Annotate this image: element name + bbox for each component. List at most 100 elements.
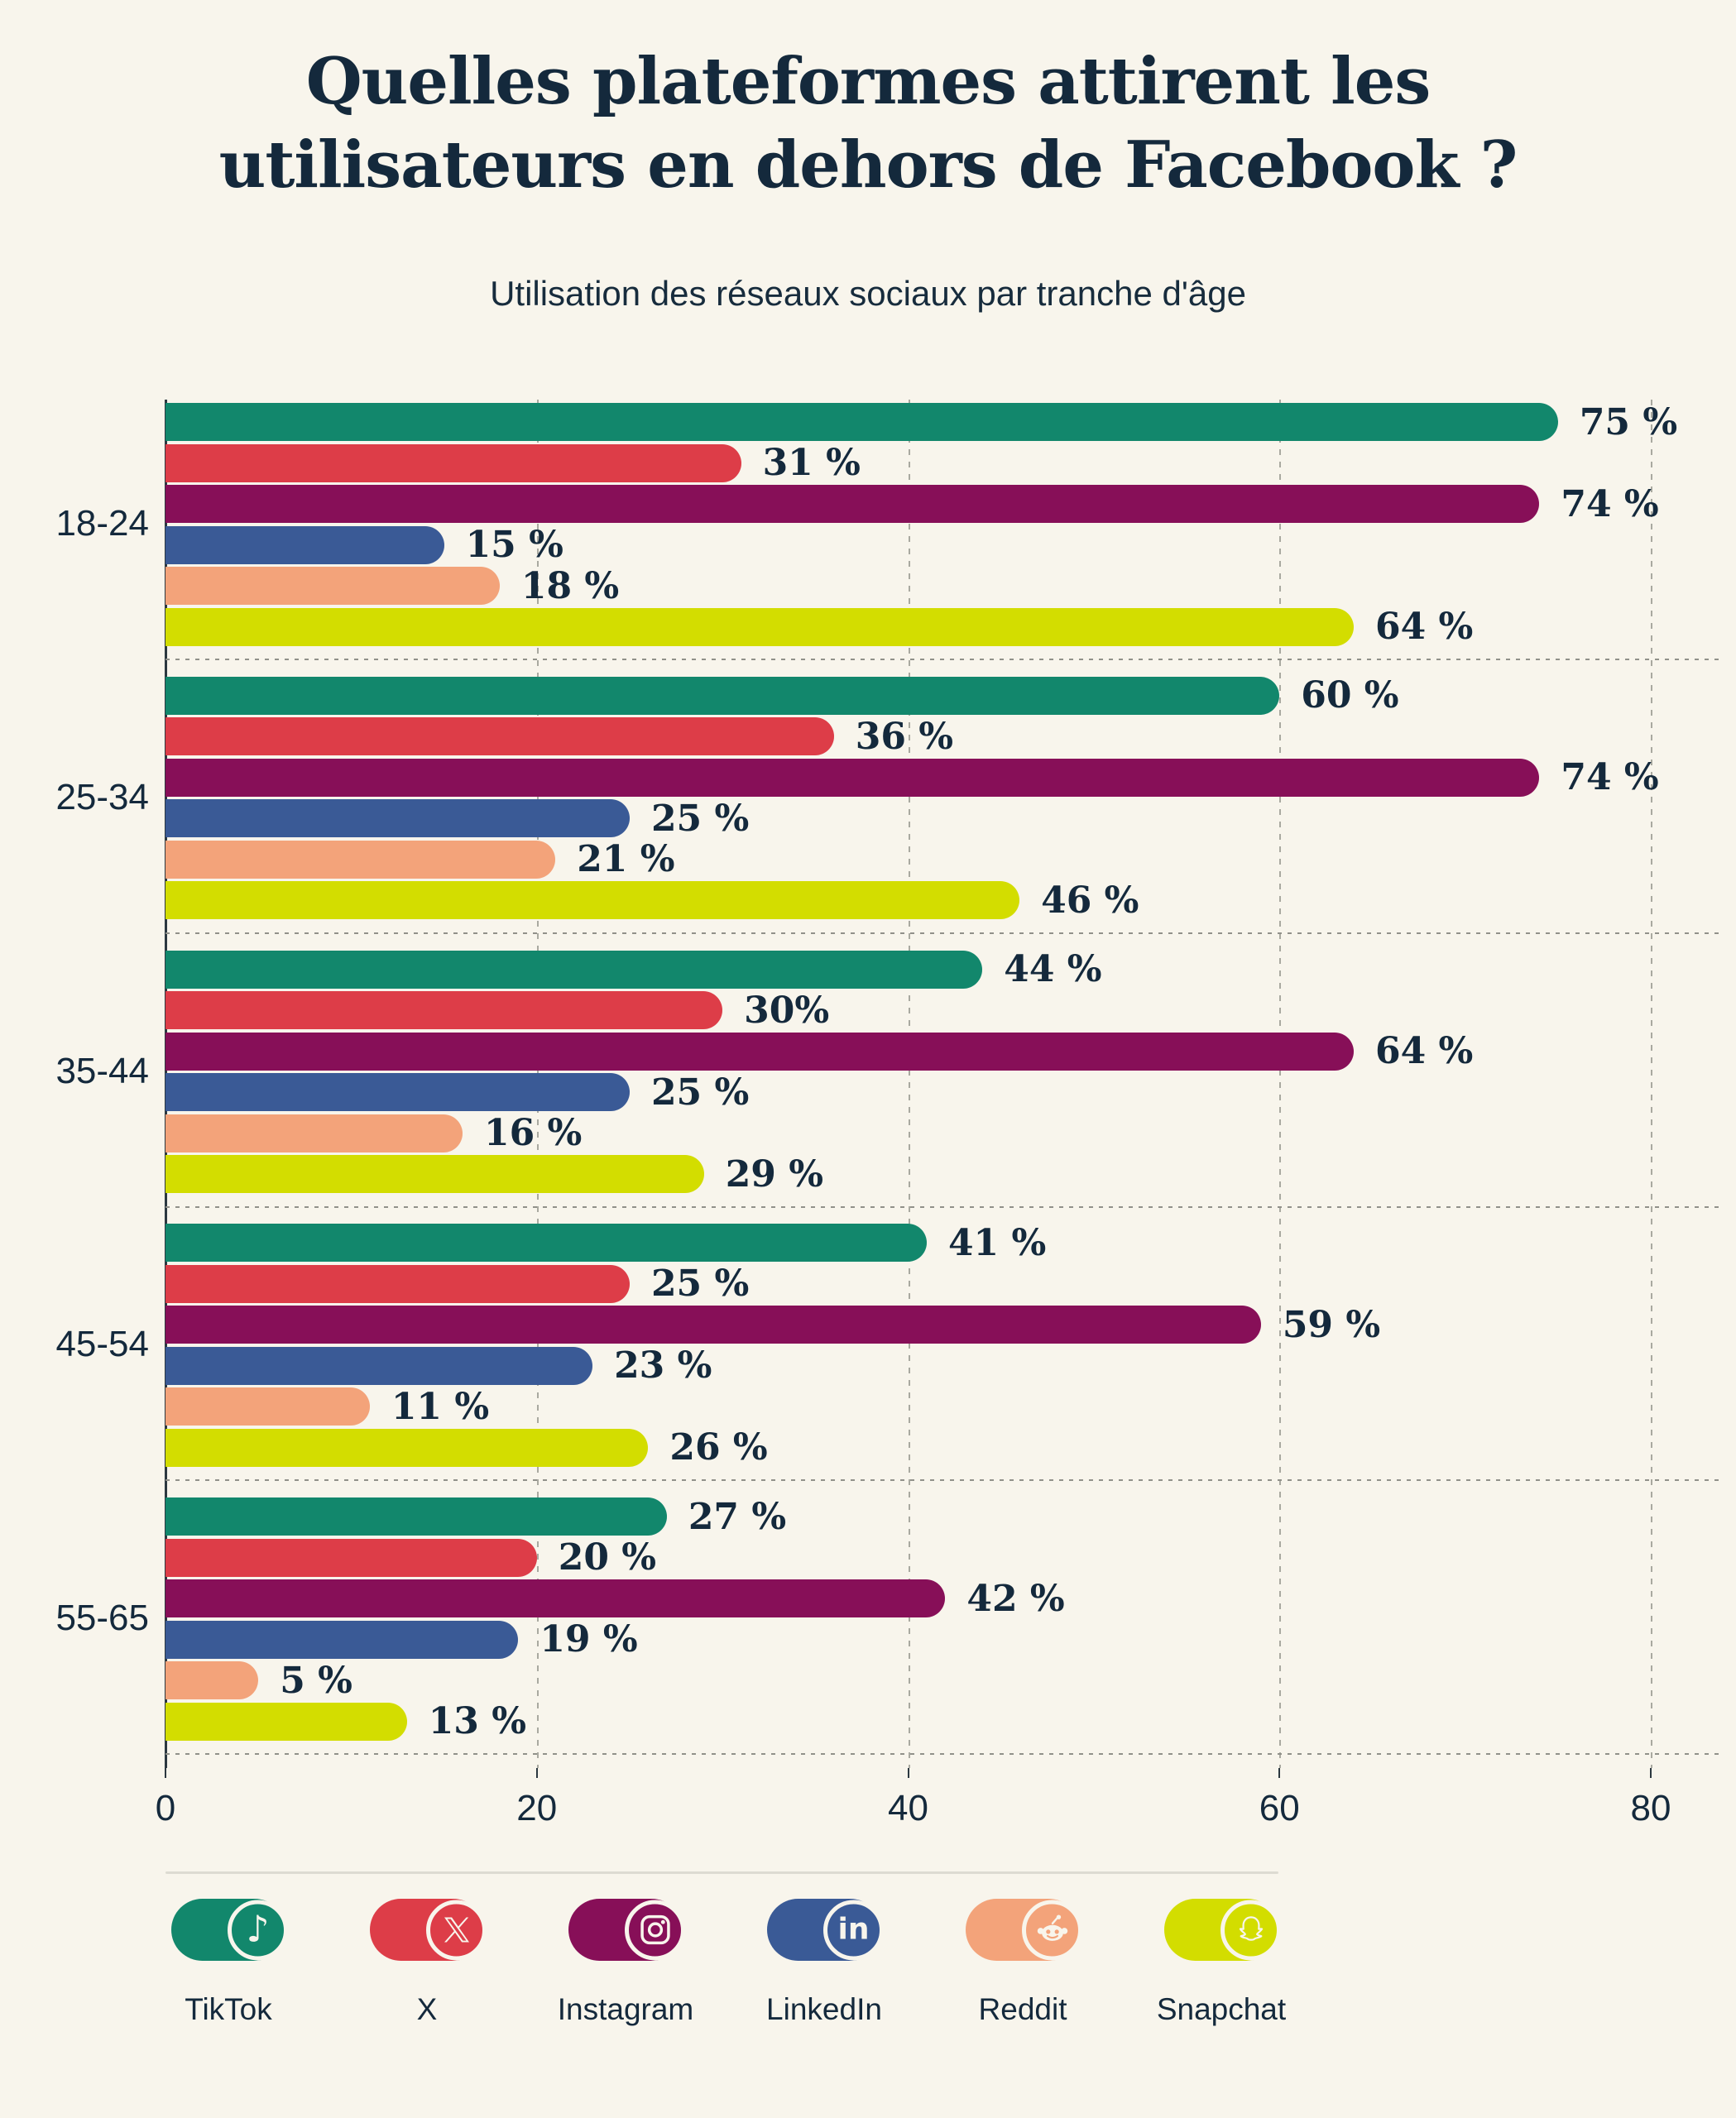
tiktok-bar [165, 676, 1280, 715]
snapchat-bar [165, 607, 1354, 646]
linkedin-logo-icon: in [823, 1900, 884, 1960]
legend-separator [165, 1871, 1278, 1874]
bar-value-label: 11 % [391, 1385, 490, 1428]
bar-value-label: 25 % [650, 797, 750, 840]
bar-value-label: 26 % [669, 1426, 768, 1469]
linkedin-bar [165, 1346, 593, 1385]
bar-row: 15 % [165, 524, 1651, 566]
bar-value-label: 31 % [762, 442, 861, 484]
bar-row: 41 % [165, 1221, 1651, 1264]
snapchat-bar [165, 881, 1020, 920]
tiktok-logo-icon: ♪ [228, 1900, 288, 1960]
bar-row: 74 % [165, 756, 1659, 798]
linkedin-bar [165, 1073, 630, 1112]
bar-row: 16 % [165, 1112, 1651, 1155]
instagram-icon [568, 1899, 685, 1961]
bar-row: 30% [165, 989, 1651, 1032]
legend-item-label: Reddit [978, 1992, 1067, 2026]
x-axis-ticks: 0 20 40 60 80 [156, 1768, 1671, 1859]
bar-value-label: 60 % [1301, 674, 1399, 717]
bar-value-label: 36 % [855, 715, 954, 758]
bar-row: 21 % [165, 838, 1651, 881]
bar-row: 44 % [165, 948, 1651, 990]
x-logo-icon [426, 1900, 487, 1960]
bar-value-label: 13 % [428, 1700, 527, 1743]
reddit-bar [165, 1387, 370, 1426]
bar-value-label: 46 % [1041, 879, 1139, 922]
x-tick-label: 80 [1630, 1788, 1671, 1828]
bar-row: 36 % [165, 715, 1651, 758]
legend: ♪ TikTok X Instagram in LinkedIn Reddit Snapcha… [0, 1899, 1736, 2089]
legend-item-label: LinkedIn [766, 1992, 882, 2026]
x-bar [165, 991, 723, 1030]
x-tick-label: 40 [888, 1788, 928, 1828]
bar-row: 46 % [165, 879, 1651, 922]
tick-mark [165, 1768, 166, 1778]
reddit-bar [165, 1661, 259, 1700]
bar-value-label: 21 % [577, 838, 675, 881]
bar-value-label: 19 % [540, 1618, 638, 1661]
tick-mark [535, 1768, 538, 1778]
bar-value-label: 74 % [1561, 756, 1659, 799]
gridline-40 [908, 400, 910, 1768]
snapchat-icon [1164, 1899, 1281, 1961]
bar-row: 13 % [165, 1700, 1651, 1743]
linkedin-bar [165, 1620, 519, 1659]
bar-value-label: 64 % [1375, 606, 1474, 648]
bar-value-label: 29 % [725, 1152, 824, 1196]
age-group-label: 55-65 [55, 1598, 149, 1639]
bar-row: 31 % [165, 442, 1651, 484]
reddit-bar [165, 840, 556, 879]
legend-item-tiktok: ♪ TikTok [137, 1899, 319, 2027]
age-group-label: 18-24 [55, 503, 149, 544]
bar-value-label: 75 % [1579, 400, 1678, 443]
age-group-row-18-24: 18-24 75 % 31 % 74 % 15 % 18 % 64 % [55, 400, 1723, 673]
age-group-label: 25-34 [55, 776, 149, 817]
legend-item-snapchat: Snapchat [1130, 1899, 1312, 2027]
legend-item-label: X [416, 1992, 438, 2026]
tick-mark [907, 1768, 909, 1778]
bar-value-label: 23 % [614, 1344, 712, 1387]
tiktok-icon: ♪ [171, 1899, 288, 1961]
instagram-bar [165, 1579, 946, 1618]
bar-value-label: 15 % [465, 524, 563, 566]
bar-value-label: 42 % [966, 1577, 1065, 1620]
legend-item-instagram: Instagram [535, 1899, 717, 2027]
tiktok-bar [165, 1497, 667, 1536]
bar-value-label: 20 % [558, 1536, 657, 1579]
age-group-row-35-44: 35-44 44 % 30% 64 % 25 % 16 % 29 % [55, 947, 1723, 1221]
legend-item-x: X [336, 1899, 518, 2027]
bar-row: 64 % [165, 1030, 1651, 1073]
bar-row: 60 % [165, 674, 1651, 717]
legend-item-label: Snapchat [1156, 1992, 1287, 2026]
bar-row: 27 % [165, 1496, 1651, 1538]
instagram-bar [165, 1032, 1354, 1071]
age-group-row-25-34: 25-34 60 % 36 % 74 % 25 % 21 % 46 % [55, 673, 1723, 947]
bar-value-label: 18 % [520, 564, 620, 607]
x-tick-label: 60 [1259, 1788, 1300, 1828]
reddit-bar [165, 567, 500, 605]
bar-row: 59 % [165, 1304, 1651, 1346]
bar-value-label: 25 % [650, 1263, 750, 1306]
instagram-bar [165, 1306, 1261, 1344]
bar-row: 29 % [165, 1152, 1651, 1196]
snapchat-bar [165, 1155, 704, 1194]
x-icon [370, 1899, 487, 1961]
bar-value-label: 41 % [947, 1221, 1047, 1264]
bar-row: 11 % [165, 1385, 1651, 1428]
reddit-logo-icon [1022, 1900, 1082, 1960]
bar-row: 26 % [165, 1426, 1651, 1469]
bar-value-label: 16 % [484, 1112, 583, 1155]
bar-row: 74 % [165, 483, 1659, 525]
bar-value-label: 30% [744, 989, 830, 1032]
instagram-bar [165, 758, 1540, 797]
tiktok-bar [165, 1224, 927, 1263]
tick-mark [1650, 1768, 1652, 1778]
x-bar [165, 1538, 537, 1577]
bar-value-label: 74 % [1561, 482, 1659, 525]
bar-value-label: 64 % [1375, 1030, 1474, 1073]
x-tick-label: 0 [155, 1788, 176, 1828]
bar-row: 25 % [165, 797, 1651, 840]
bar-row: 19 % [165, 1618, 1651, 1661]
gridline-60 [1279, 400, 1282, 1768]
